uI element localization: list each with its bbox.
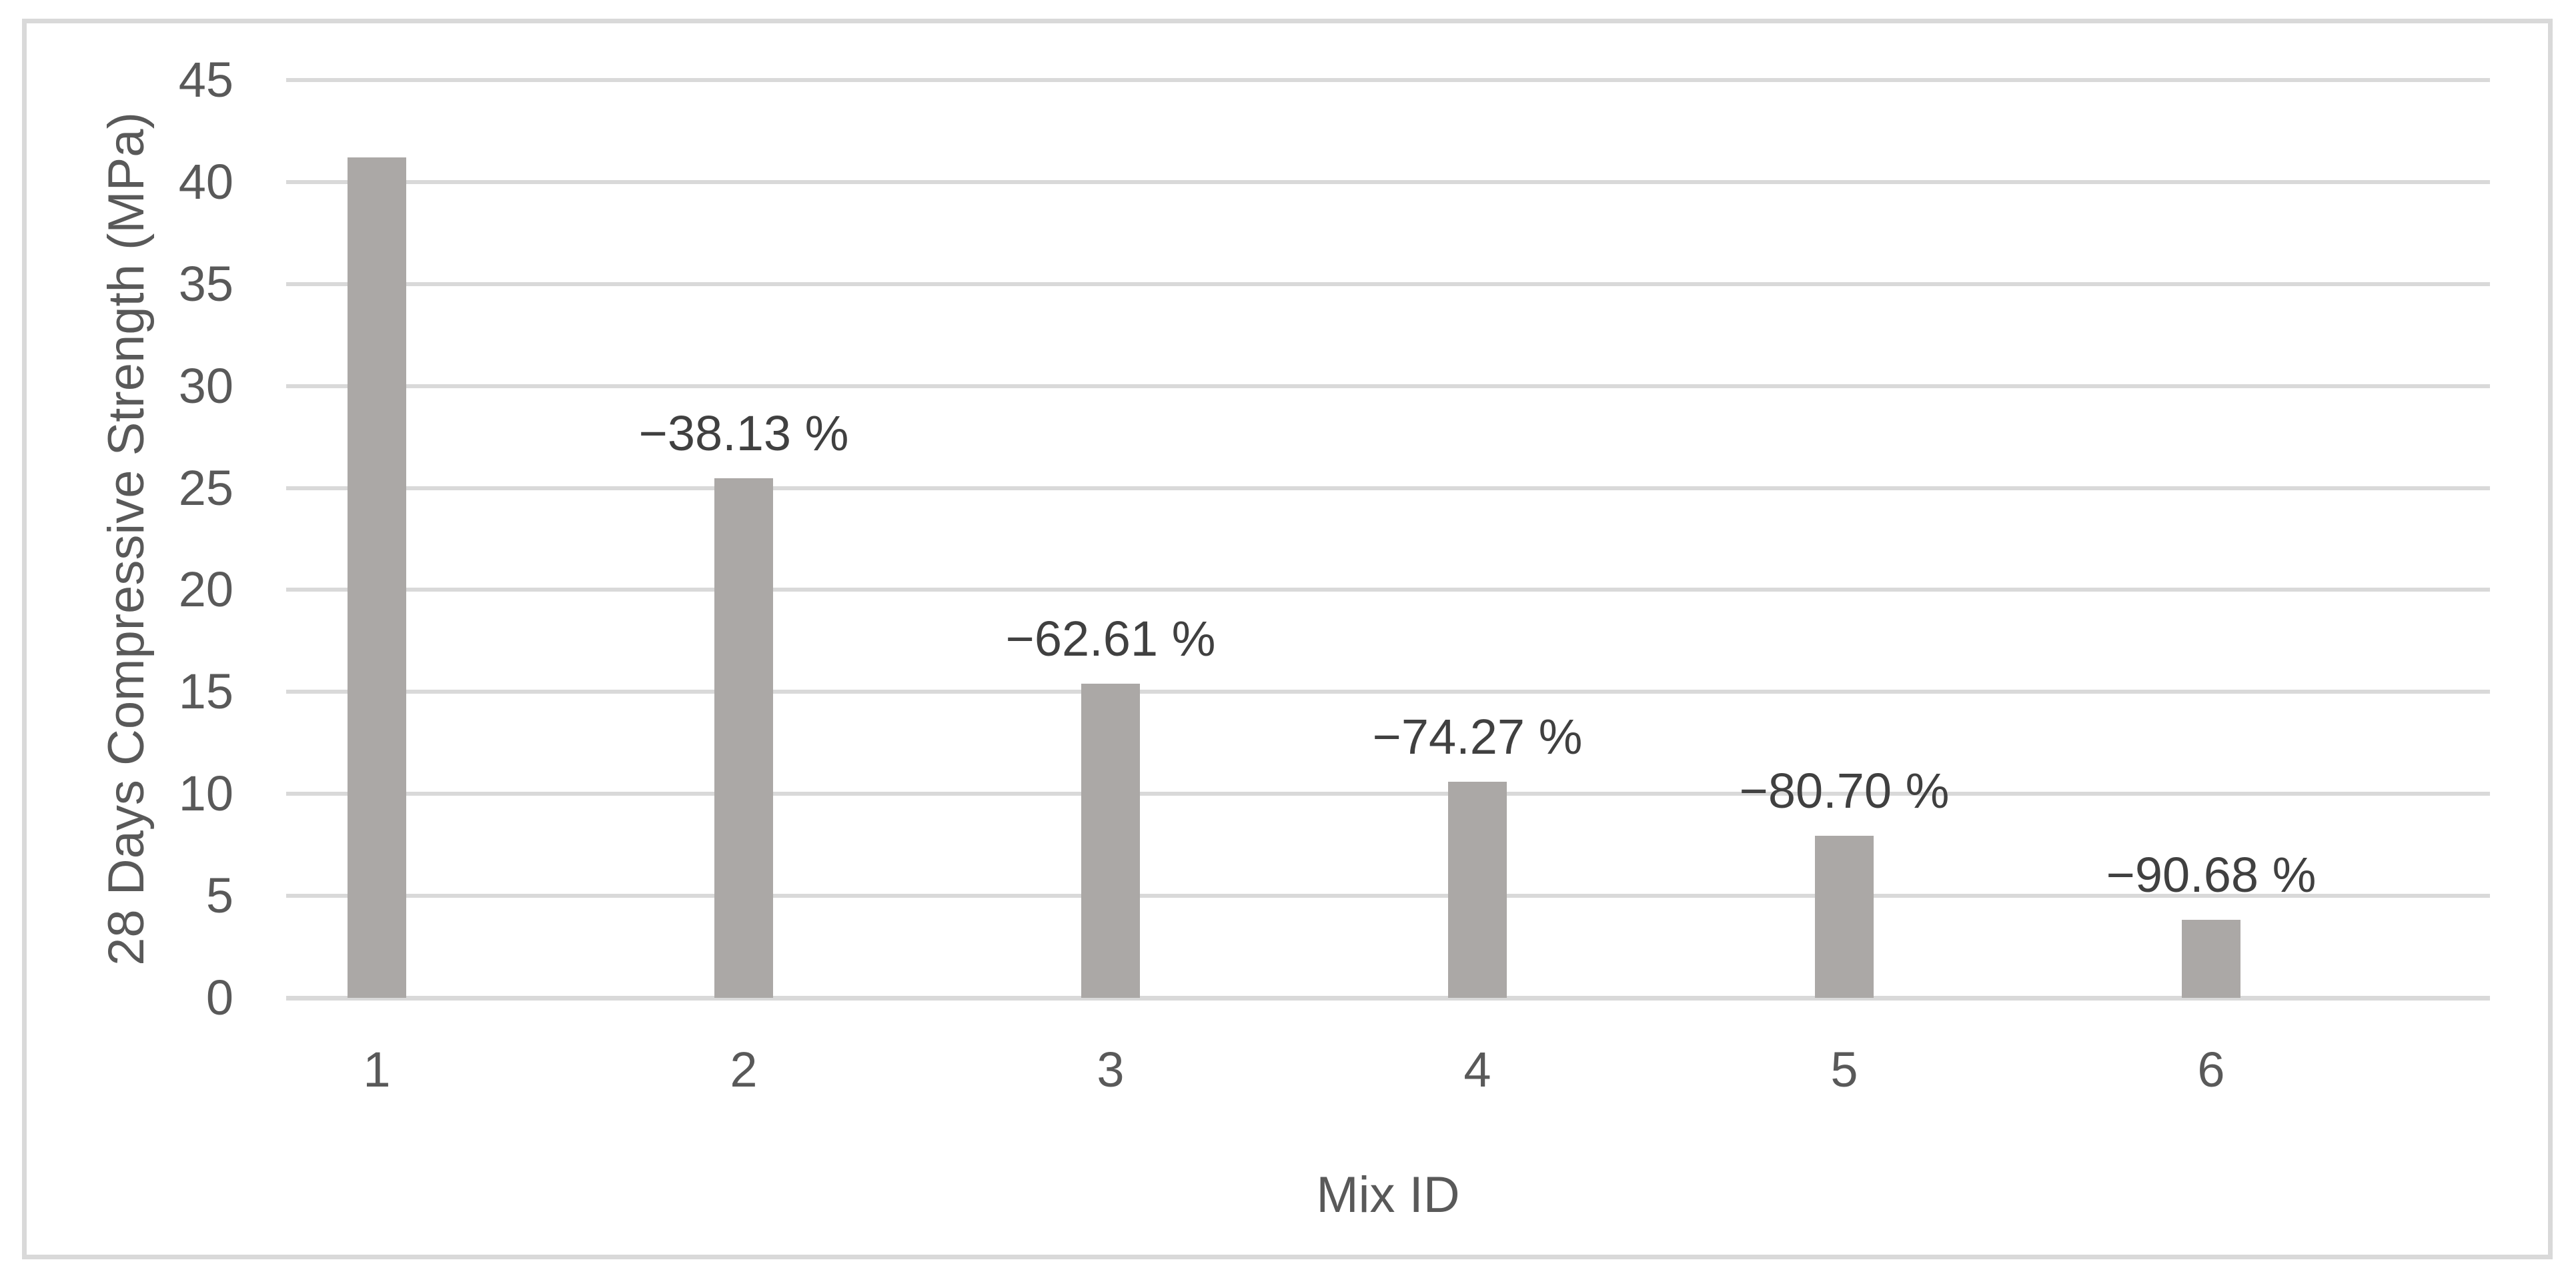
bar-data-label: −38.13 %	[638, 406, 849, 461]
y-tick-label: 5	[205, 868, 233, 923]
gridline	[286, 384, 2490, 388]
gridline	[286, 894, 2490, 898]
bar-mix-1	[348, 157, 406, 998]
bar-data-label: −74.27 %	[1372, 709, 1583, 764]
y-axis-title: 28 Days Compressive Strength (MPa)	[98, 112, 155, 966]
y-tick-label: 20	[178, 562, 233, 617]
bar-data-label: −90.68 %	[2106, 847, 2317, 902]
x-tick-label: 5	[1830, 1042, 1858, 1097]
bar-mix-3	[1081, 684, 1140, 998]
gridline	[286, 78, 2490, 82]
y-tick-label: 25	[178, 460, 233, 516]
x-axis-line	[286, 996, 2490, 1001]
x-tick-label: 1	[363, 1042, 391, 1097]
bar-mix-4	[1448, 782, 1507, 998]
x-tick-label: 4	[1463, 1042, 1491, 1097]
x-axis-title: Mix ID	[1316, 1167, 1460, 1223]
bar-data-label: −62.61 %	[1005, 611, 1216, 666]
bar-mix-5	[1815, 836, 1874, 998]
y-tick-label: 35	[178, 256, 233, 311]
bar-mix-6	[2182, 920, 2240, 998]
x-tick-label: 3	[1097, 1042, 1125, 1097]
gridline	[286, 180, 2490, 184]
y-tick-label: 10	[178, 766, 233, 821]
y-tick-label: 0	[205, 970, 233, 1025]
gridline	[286, 690, 2490, 694]
y-tick-label: 45	[178, 52, 233, 107]
gridline	[286, 486, 2490, 490]
gridline	[286, 588, 2490, 592]
y-tick-label: 40	[178, 154, 233, 209]
y-tick-label: 15	[178, 664, 233, 719]
gridline	[286, 792, 2490, 796]
chart-border	[22, 19, 2553, 1259]
gridline	[286, 282, 2490, 286]
x-tick-label: 6	[2197, 1042, 2225, 1097]
bar-data-label: −80.70 %	[1739, 763, 1950, 818]
x-tick-label: 2	[730, 1042, 758, 1097]
bar-mix-2	[714, 478, 773, 998]
y-tick-label: 30	[178, 358, 233, 414]
